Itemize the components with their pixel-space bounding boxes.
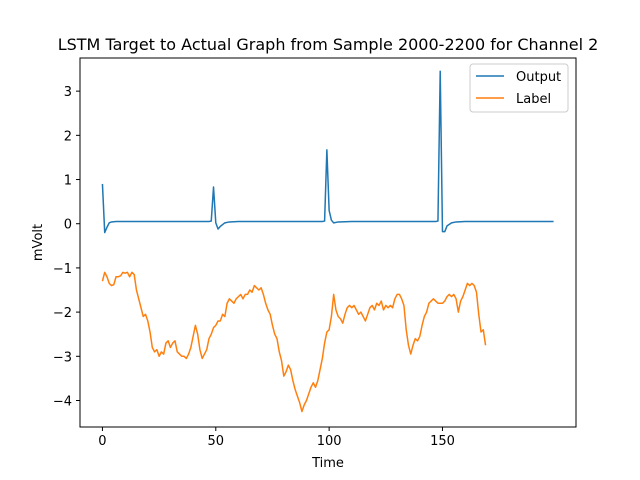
legend-label-output: Output	[516, 70, 561, 85]
y-tick-label: −1	[53, 262, 72, 277]
y-axis-label: mVolt	[31, 224, 46, 261]
series-line-output	[101, 70, 554, 234]
plot-frame	[79, 57, 577, 428]
x-tick-label: 50	[208, 434, 225, 449]
y-tick-label: 1	[64, 174, 72, 189]
ticks-layer: 0 50 100 150 −4 −3 −2 −1 0 1 2 3	[53, 85, 455, 449]
y-tick-label: −2	[53, 306, 72, 321]
plot-background	[80, 58, 576, 427]
legend-label-label: Label	[516, 92, 551, 107]
legend: Output Label	[469, 63, 569, 113]
y-tick-label: 2	[64, 129, 72, 144]
x-tick-label: 150	[430, 434, 455, 449]
series-layer	[101, 70, 554, 413]
y-tick-label: −3	[53, 350, 72, 365]
y-tick-label: 0	[64, 218, 72, 233]
x-axis-label: Time	[311, 456, 344, 471]
plot-area: 0 50 100 150 −4 −3 −2 −1 0 1 2 3	[53, 57, 577, 449]
x-tick-label: 0	[98, 434, 106, 449]
series-line-label	[101, 271, 487, 413]
chart-title: LSTM Target to Actual Graph from Sample …	[58, 35, 599, 54]
x-tick-label: 100	[317, 434, 342, 449]
y-tick-label: 3	[64, 85, 72, 100]
y-tick-label: −4	[53, 394, 72, 409]
